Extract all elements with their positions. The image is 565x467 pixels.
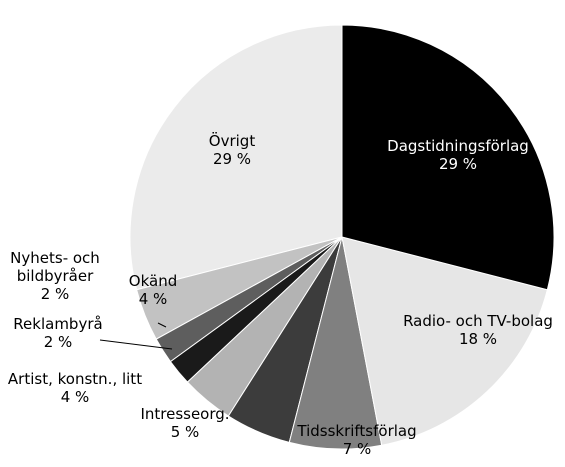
slice-label: Reklambyrå 2 % — [13, 315, 102, 351]
value-label: 29 % — [212, 150, 252, 168]
category-label: Nyhets- och bildbyråer — [10, 249, 100, 285]
slice-label: Radio- och TV-bolag 18 % — [403, 312, 553, 348]
category-label: Okänd — [128, 272, 178, 290]
pie-slice — [341, 236, 548, 446]
value-label: 4 % — [138, 290, 168, 308]
slice-label: Intresseorg. 5 % — [140, 405, 229, 441]
slice-label: Nyhets- och bildbyråer 2 % — [5, 249, 105, 303]
category-label: Artist, konstn., litt — [7, 370, 143, 388]
pie-slice — [129, 24, 343, 291]
value-label: 5 % — [170, 423, 200, 441]
category-label: Radio- och TV-bolag — [403, 312, 553, 330]
category-label: Intresseorg. — [140, 405, 230, 423]
slice-label: Tidsskriftsförlag 7 % — [297, 422, 416, 458]
category-label: Tidsskriftsförlag — [297, 422, 417, 440]
value-label: 2 % — [40, 285, 70, 303]
category-label: Övrigt — [208, 132, 256, 150]
value-label: 18 % — [458, 330, 498, 348]
pie-slice — [341, 24, 555, 291]
value-label: 2 % — [43, 333, 73, 351]
category-label: Dagstidningsförlag — [387, 137, 529, 155]
slice-label: Övrigt 29 % — [209, 132, 255, 168]
value-label: 4 % — [60, 388, 90, 406]
value-label: 7 % — [342, 440, 372, 458]
slice-label: Okänd 4 % — [129, 272, 177, 308]
slice-label: Artist, konstn., litt 4 % — [8, 370, 142, 406]
slice-label: Dagstidningsförlag 29 % — [387, 137, 529, 173]
leader-line — [99, 339, 173, 350]
leader-line — [157, 322, 167, 328]
value-label: 29 % — [438, 155, 478, 173]
category-label: Reklambyrå — [13, 315, 103, 333]
